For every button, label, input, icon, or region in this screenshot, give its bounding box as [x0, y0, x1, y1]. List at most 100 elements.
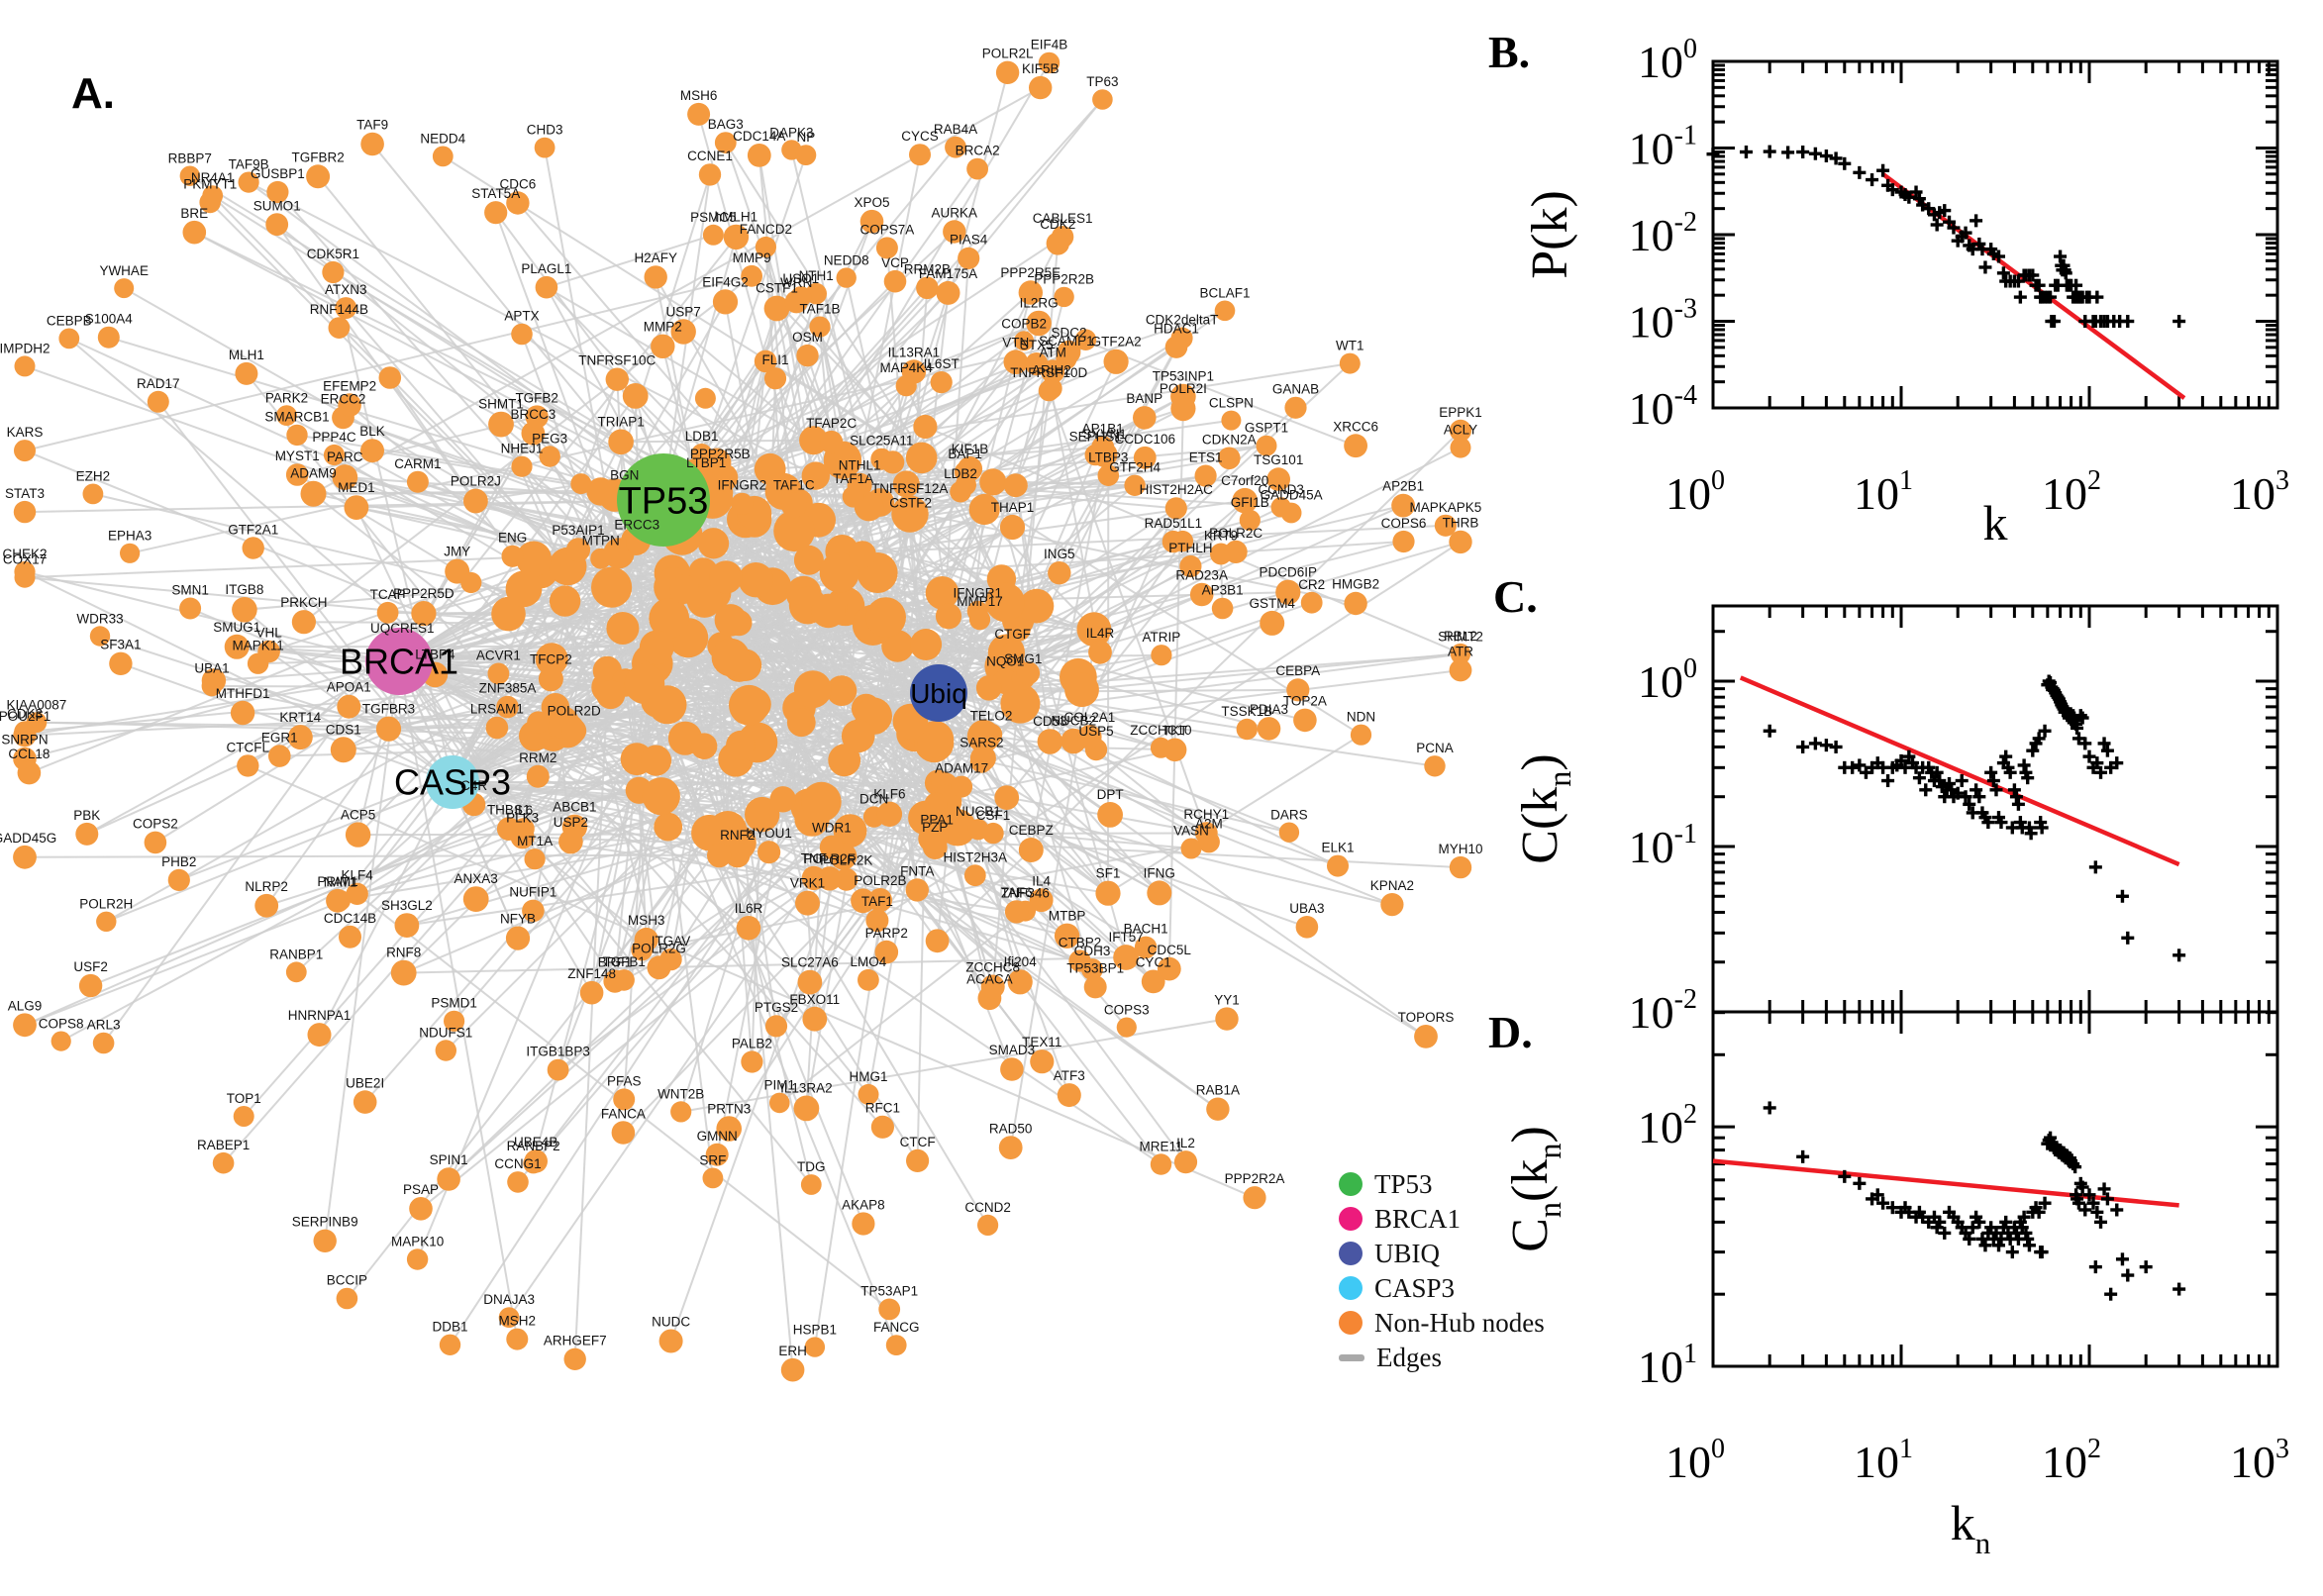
node-label: GTF2H4: [1109, 460, 1161, 475]
node-label: PKMYT1: [183, 177, 237, 192]
node-label: FAM175A: [919, 266, 977, 281]
network-node: [982, 822, 1004, 845]
network-node: [58, 328, 80, 349]
node-label: A2M: [1195, 816, 1223, 831]
legend-item-nonhub: Non-Hub nodes: [1339, 1309, 1545, 1337]
network-node: [963, 864, 986, 887]
network-node: [647, 955, 671, 980]
node-label: TAF6: [1001, 885, 1033, 900]
network-node: [687, 102, 711, 126]
node-label: PTGS2: [755, 1000, 798, 1015]
network-node: [147, 390, 169, 413]
network-node: [1278, 822, 1300, 843]
node-label: XRCC6: [1333, 419, 1378, 434]
node-label: SNRPN: [1, 733, 48, 748]
edge: [622, 800, 947, 1134]
network-node: [109, 651, 133, 675]
node-label: CDC5L: [1148, 943, 1192, 957]
network-node: [394, 913, 420, 938]
hub-node-tp53: [617, 453, 710, 547]
network-node: [570, 473, 592, 495]
network-graph: THAP1 ZNF346 SMUG1 NTH1 TAF1 NQO1 ANXA3 ZNF385A…: [0, 38, 1483, 1382]
network-node: [705, 1143, 729, 1166]
node-label: KARS: [7, 425, 44, 440]
node-label: CDC6: [500, 176, 537, 191]
edge: [24, 449, 926, 819]
node-label: BLK: [359, 424, 385, 439]
network-node: [1074, 329, 1097, 351]
network-node: [916, 721, 955, 758]
network-node: [1103, 349, 1129, 374]
node-label: VHL: [255, 626, 282, 641]
node-label: HDAC1: [1154, 321, 1199, 336]
network-node: [353, 1090, 377, 1114]
network-node: [1275, 579, 1301, 605]
network-node: [958, 247, 980, 269]
ticks: [1713, 606, 2277, 1012]
network-node: [968, 609, 991, 631]
edge-swatch-icon: [1339, 1353, 1364, 1361]
node-label: COPS2: [133, 817, 178, 832]
node-label: SLC27A6: [781, 955, 839, 970]
network-node: [558, 829, 583, 854]
edge: [938, 692, 1290, 834]
network-node: [951, 775, 973, 798]
edge: [102, 706, 351, 1045]
node-label: PPP2R2A: [1225, 1171, 1285, 1186]
network-node: [411, 601, 437, 627]
network-node: [800, 1174, 822, 1195]
node-label: UBE2I: [346, 1075, 384, 1090]
y-tick-label: 10-3: [1629, 294, 1697, 348]
edge: [398, 552, 863, 662]
node-label: IFNGR2: [718, 478, 767, 493]
network-node: [1295, 916, 1319, 939]
node-label: ZNF385A: [479, 681, 537, 696]
network-node: [725, 842, 751, 868]
node-label: EZH2: [76, 469, 111, 484]
network-node: [851, 888, 875, 914]
node-label: ARIH2: [1032, 363, 1071, 378]
network-node: [13, 1013, 37, 1038]
node-label: POLR2L: [982, 47, 1034, 61]
network-node: [1380, 893, 1404, 917]
network-node: [945, 136, 966, 158]
node-label: EPPK1: [1439, 405, 1482, 420]
edge: [363, 789, 641, 1103]
node-label: ALG9: [8, 998, 43, 1013]
network-node: [1000, 1057, 1024, 1081]
node-label: NEDD4: [420, 132, 465, 147]
node-label: RABEP1: [197, 1138, 250, 1152]
node-label: ING5: [1044, 547, 1075, 561]
network-node: [698, 163, 722, 186]
node-label: CTCFL: [227, 740, 270, 754]
node-label: CDK5R1: [307, 247, 359, 261]
network-node: [335, 297, 357, 320]
network-node: [797, 969, 823, 995]
panel-d-label: D.: [1488, 1007, 1533, 1057]
network-node: [360, 439, 384, 463]
network-node: [13, 500, 37, 524]
network-node: [1150, 1153, 1172, 1175]
network-node: [1134, 936, 1158, 959]
node-label: POLR2C: [1209, 526, 1262, 541]
network-node: [1257, 717, 1281, 741]
network-node: [1194, 464, 1217, 487]
network-node: [376, 601, 399, 624]
node-label: TGFB2: [515, 390, 558, 405]
node-label: AP2B1: [1382, 479, 1424, 494]
node-label: CCNE1: [687, 149, 733, 163]
network-node: [516, 541, 553, 577]
network-node: [747, 144, 771, 167]
node-label: PPP2R5E: [1000, 265, 1060, 280]
node-label: PLK3: [506, 810, 539, 825]
network-node: [1147, 880, 1172, 906]
panel-a-label: A.: [71, 69, 115, 118]
network-node: [524, 848, 546, 870]
node-label: STAT3: [5, 486, 45, 501]
node-label: NAT1: [324, 875, 357, 890]
node-label: COL2A1: [1064, 710, 1116, 725]
network-node: [96, 911, 117, 932]
y-tick-label: 100: [1638, 653, 1697, 707]
node-label: ARL3: [87, 1018, 121, 1033]
network-node: [1243, 1186, 1266, 1210]
